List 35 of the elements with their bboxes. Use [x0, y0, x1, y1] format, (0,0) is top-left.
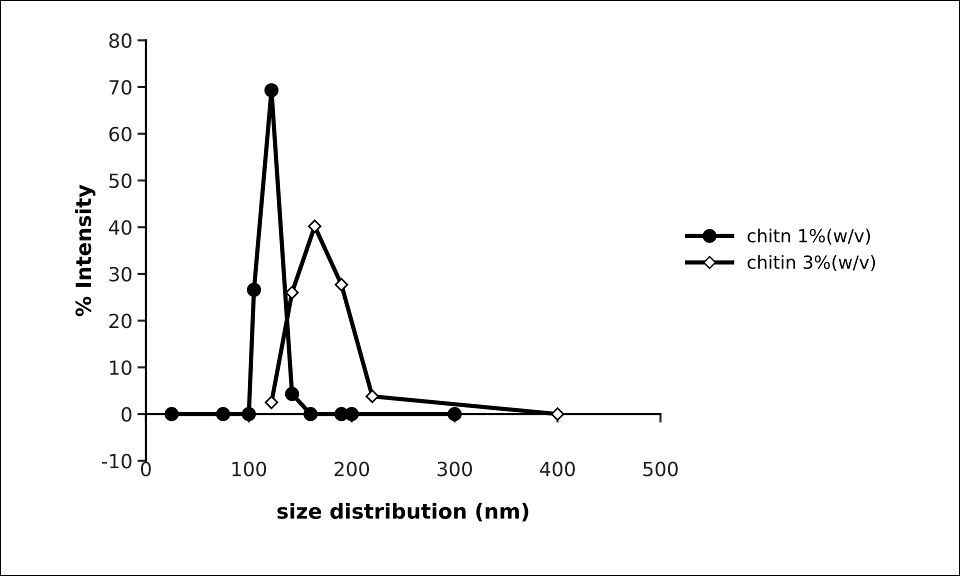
point	[216, 406, 230, 422]
y-tick-label: -10	[102, 454, 132, 468]
point	[550, 407, 564, 421]
y-tick-label: 70	[110, 80, 132, 95]
point	[285, 286, 299, 300]
point	[264, 396, 278, 410]
legend-label: chitin 3%(w/v)	[748, 255, 875, 272]
point	[344, 406, 359, 422]
x-tick-label: 500	[643, 462, 678, 476]
point	[246, 282, 262, 297]
point	[334, 278, 348, 292]
x-axis-title: size distribution (nm)	[277, 502, 528, 522]
x-tick-label: 300	[438, 462, 472, 476]
point	[264, 83, 279, 98]
point	[448, 406, 462, 422]
y-tick-label: 50	[109, 173, 132, 188]
point	[303, 406, 318, 422]
x-tick-label: 0	[141, 462, 151, 476]
y-tick-label: 30	[109, 266, 132, 282]
point	[366, 390, 380, 404]
x-tick-label: 200	[334, 462, 370, 476]
point	[284, 386, 300, 402]
x-tick-label: 100	[232, 462, 266, 476]
y-tick-label: 0	[122, 407, 132, 422]
x-tick-label: 400	[540, 462, 575, 476]
y-tick-label: 40	[108, 220, 132, 235]
y-tick-label: 60	[109, 126, 132, 142]
point	[164, 406, 179, 422]
y-tick-label: 80	[109, 33, 132, 48]
y-axis-title: % Intensity	[75, 184, 96, 316]
y-tick-label: 20	[109, 314, 132, 328]
point	[242, 406, 256, 422]
point	[308, 220, 322, 233]
legend-label: chitn 1%(w/v)	[748, 228, 870, 245]
y-tick-label: 10	[110, 360, 132, 376]
